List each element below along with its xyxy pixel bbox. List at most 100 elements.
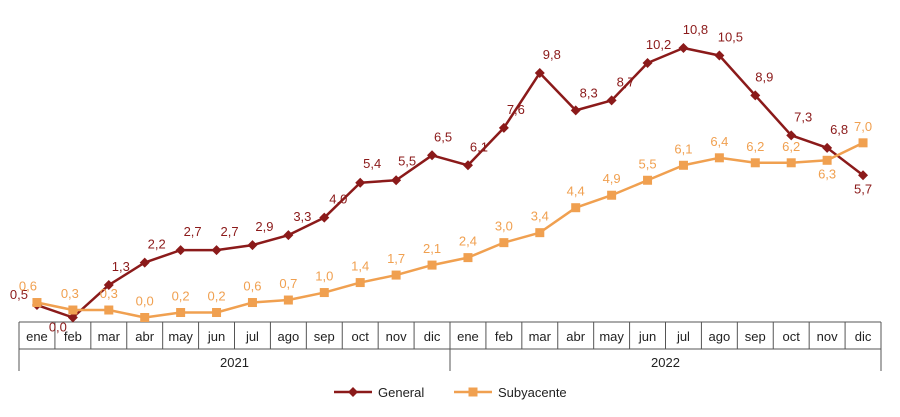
- general-data-label: 8,9: [755, 69, 773, 84]
- subyacente-data-label: 0,0: [136, 294, 154, 309]
- subyacente-data-label: 7,0: [854, 119, 872, 134]
- general-point: [139, 257, 150, 268]
- general-point: [786, 130, 797, 141]
- general-point: [283, 230, 294, 241]
- subyacente-series-line: [36, 141, 864, 319]
- x-tick-label: oct: [352, 329, 370, 344]
- general-data-label: 5,7: [854, 181, 872, 196]
- subyacente-point: [212, 308, 222, 318]
- subyacente-point: [319, 288, 329, 298]
- plot-area: [31, 43, 869, 323]
- subyacente-data-label: 6,1: [674, 141, 692, 156]
- x-tick-label: ago: [709, 329, 731, 344]
- subyacente-point: [247, 298, 257, 308]
- subyacente-point: [858, 138, 868, 148]
- general-data-label: 0,0: [49, 320, 67, 335]
- general-point: [355, 177, 366, 188]
- general-data-label: 10,5: [718, 29, 743, 44]
- x-tick-label: ene: [457, 329, 479, 344]
- x-tick-label: dic: [424, 329, 441, 344]
- subyacente-point: [176, 308, 186, 318]
- subyacente-data-label: 3,4: [531, 209, 549, 224]
- general-data-label: 4,0: [329, 192, 347, 207]
- legend-general-label: General: [378, 385, 424, 400]
- general-point: [498, 122, 509, 133]
- general-data-label: 0,5: [10, 287, 28, 302]
- x-tick-label: nov: [386, 329, 407, 344]
- subyacente-point: [714, 153, 724, 163]
- general-data-label: 2,9: [255, 219, 273, 234]
- data-labels: 0,5 0,0 1,3 2,2 2,7 2,7 2,9 3,3 4,0 5,4 5,5 6,5 6,1 7…: [10, 22, 872, 335]
- subyacente-point: [355, 278, 365, 288]
- general-data-label: 2,7: [184, 224, 202, 239]
- x-tick-label: oct: [783, 329, 801, 344]
- general-point: [678, 43, 689, 53]
- subyacente-point: [643, 175, 653, 185]
- general-data-label: 7,6: [507, 102, 525, 117]
- subyacente-point: [607, 190, 617, 200]
- general-data-label: 9,8: [543, 47, 561, 62]
- subyacente-point: [140, 313, 150, 322]
- subyacente-point: [427, 260, 437, 270]
- general-point: [858, 170, 869, 181]
- subyacente-data-label: 6,2: [746, 139, 764, 154]
- subyacente-point: [391, 270, 401, 280]
- general-point: [67, 312, 78, 323]
- general-point: [103, 280, 114, 291]
- subyacente-point: [786, 158, 796, 168]
- subyacente-data-label: 6,3: [818, 166, 836, 181]
- year-label: 2021: [220, 355, 249, 370]
- subyacente-point: [678, 160, 688, 170]
- legend-subyacente-label: Subyacente: [498, 385, 567, 400]
- subyacente-data-label: 2,1: [423, 241, 441, 256]
- subyacente-point: [104, 305, 114, 315]
- general-point: [175, 245, 186, 256]
- x-tick-label: jun: [207, 329, 225, 344]
- subyacente-data-label: 6,2: [782, 139, 800, 154]
- x-tick-label: feb: [64, 329, 82, 344]
- subyacente-data-label: 0,3: [61, 286, 79, 301]
- general-data-label: 7,3: [794, 109, 812, 124]
- x-tick-label: may: [599, 329, 624, 344]
- general-data-label: 10,8: [683, 22, 708, 37]
- general-data-label: 5,5: [398, 153, 416, 168]
- legend-general-marker: [348, 387, 358, 397]
- general-data-label: 8,7: [617, 74, 635, 89]
- subyacente-point: [283, 295, 293, 305]
- subyacente-data-label: 4,9: [603, 171, 621, 186]
- general-series-line: [36, 46, 864, 319]
- subyacente-data-label: 0,3: [100, 286, 118, 301]
- subyacente-point: [571, 203, 581, 213]
- general-point: [570, 105, 581, 116]
- subyacente-data-label: 2,4: [459, 234, 477, 249]
- x-tick-label: feb: [495, 329, 513, 344]
- general-data-label: 5,4: [363, 156, 381, 171]
- subyacente-data-label: 6,4: [710, 134, 728, 149]
- subyacente-data-label: 5,5: [639, 156, 657, 171]
- general-data-label: 6,8: [830, 122, 848, 137]
- general-point: [714, 50, 725, 61]
- x-tick-label: ene: [26, 329, 48, 344]
- general-point: [750, 90, 761, 101]
- general-data-label: 6,1: [470, 139, 488, 154]
- legend-subyacente-marker: [468, 387, 478, 397]
- general-point: [462, 160, 473, 171]
- subyacente-point: [535, 228, 545, 238]
- x-tick-label: jul: [676, 329, 690, 344]
- subyacente-data-label: 0,7: [279, 276, 297, 291]
- subyacente-data-label: 3,0: [495, 219, 513, 234]
- x-tick-label: may: [168, 329, 193, 344]
- x-tick-label: abr: [135, 329, 154, 344]
- x-tick-label: sep: [314, 329, 335, 344]
- category-axis: ene feb mar abr may jun jul ago sep oct nov dic ene f…: [18, 321, 882, 371]
- general-data-label: 1,3: [112, 259, 130, 274]
- subyacente-data-label: 1,0: [315, 269, 333, 284]
- subyacente-data-label: 1,7: [387, 251, 405, 266]
- legend: General Subyacente: [334, 385, 567, 400]
- subyacente-data-label: 4,4: [567, 184, 585, 199]
- general-data-label: 2,7: [221, 224, 239, 239]
- subyacente-data-label: 0,6: [19, 279, 37, 294]
- general-data-label: 6,5: [434, 129, 452, 144]
- x-tick-label: dic: [855, 329, 872, 344]
